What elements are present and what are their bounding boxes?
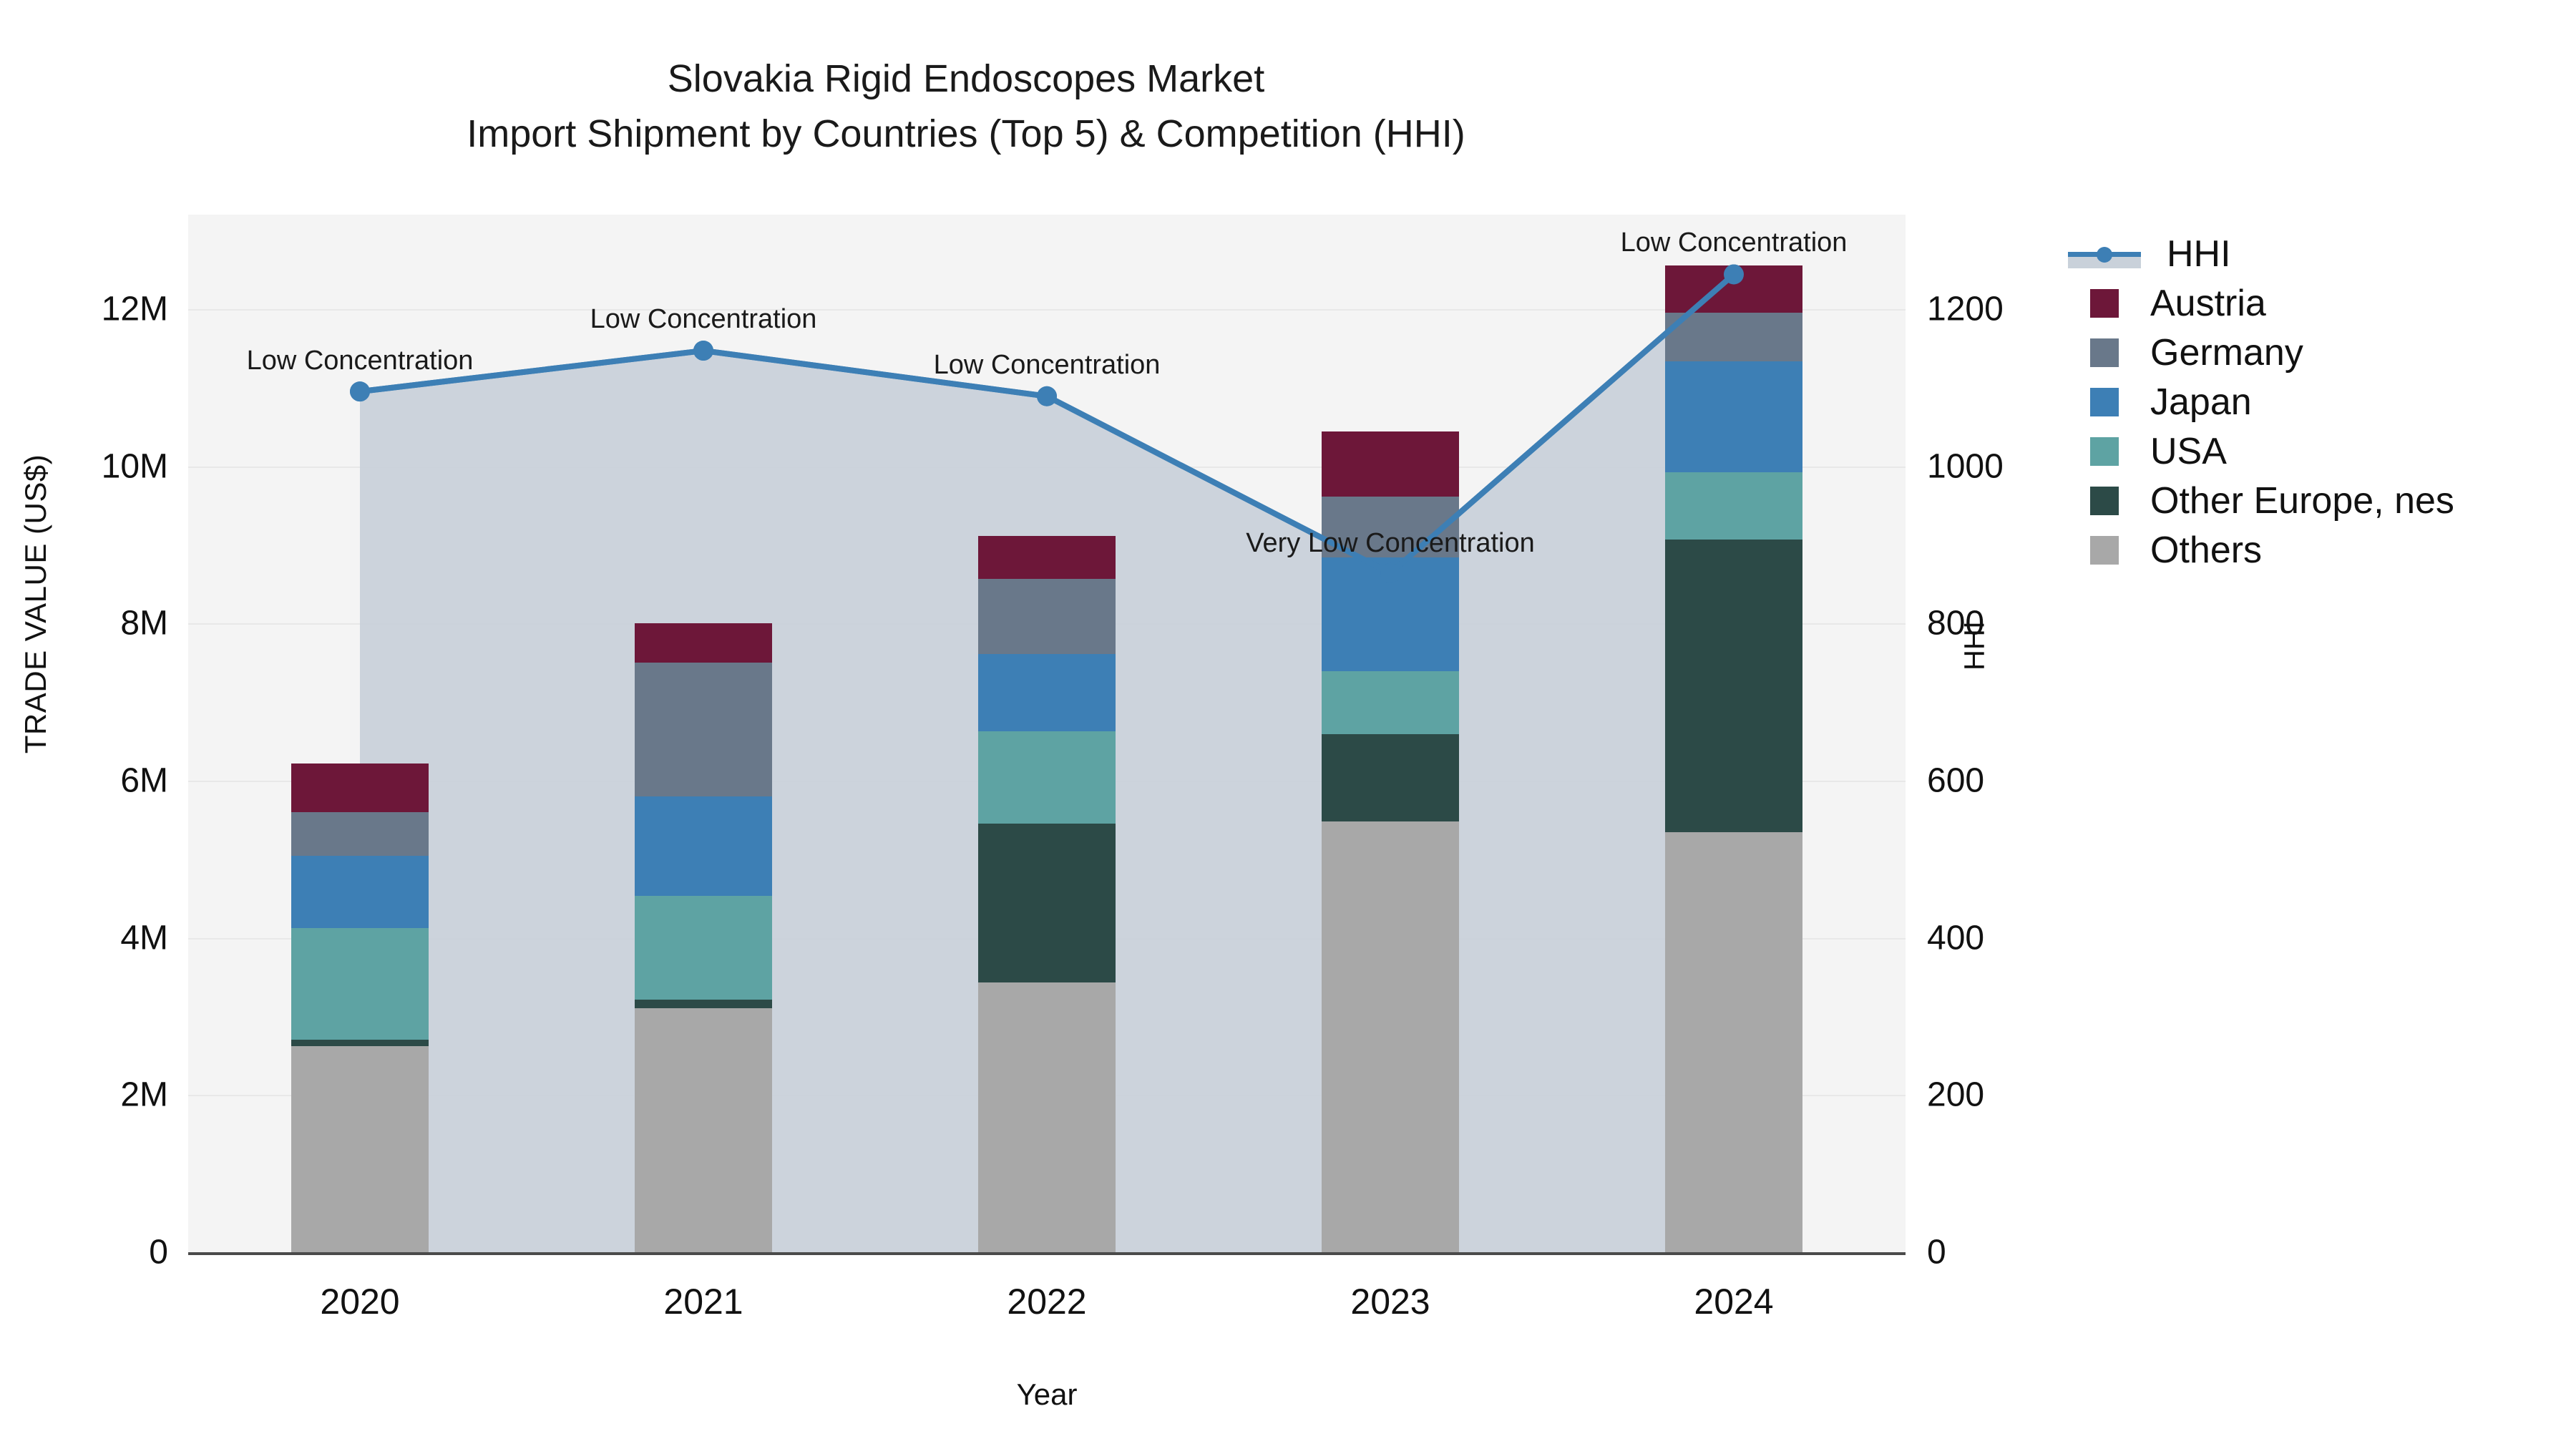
x-tick-2022: 2022 [1007, 1282, 1087, 1322]
bar-segment-other-europe-nes[interactable] [1665, 539, 1802, 833]
x-tick-2024: 2024 [1694, 1282, 1774, 1322]
bar-segment-japan[interactable] [1322, 557, 1459, 672]
bar-segment-others[interactable] [1322, 821, 1459, 1252]
legend-swatch-icon [2090, 486, 2119, 515]
legend-item-japan[interactable]: Japan [2068, 377, 2569, 426]
bar-segment-others[interactable] [635, 1008, 772, 1252]
y-axis-label-left: TRADE VALUE (US$) [19, 454, 52, 754]
bar-segment-germany[interactable] [291, 811, 429, 857]
bar-segment-others[interactable] [1665, 832, 1802, 1252]
y-axis-label-right: HHI [1958, 621, 1991, 670]
legend-swatch-icon [2090, 338, 2119, 367]
bar-segment-austria[interactable] [978, 536, 1116, 579]
bar-segment-other-europe-nes[interactable] [1322, 734, 1459, 822]
bar-segment-austria[interactable] [1322, 431, 1459, 497]
bar-segment-usa[interactable] [291, 928, 429, 1040]
x-axis-line [188, 1252, 1906, 1255]
bar-segment-usa[interactable] [978, 731, 1116, 824]
legend-label: Other Europe, nes [2150, 479, 2454, 522]
legend-swatch-icon [2090, 387, 2119, 416]
x-tick-2020: 2020 [320, 1282, 400, 1322]
legend-item-austria[interactable]: Austria [2068, 278, 2569, 328]
bar-segment-japan[interactable] [635, 796, 772, 897]
legend-item-usa[interactable]: USA [2068, 426, 2569, 476]
annotation-2024: Low Concentration [1620, 228, 1848, 258]
bar-segment-other-europe-nes[interactable] [291, 1040, 429, 1047]
y-tick-right: 800 [1927, 604, 1985, 643]
bar-segment-usa[interactable] [635, 896, 772, 1000]
legend-swatch-icon [2090, 436, 2119, 466]
chart-title: Slovakia Rigid Endoscopes Market Import … [0, 52, 1932, 161]
y-tick-left: 4M [120, 919, 168, 957]
y-tick-right: 0 [1927, 1233, 1946, 1272]
bar-segment-germany[interactable] [1665, 313, 1802, 362]
legend-label: Others [2150, 529, 2263, 571]
bar-segment-japan[interactable] [1665, 361, 1802, 473]
y-tick-right: 400 [1927, 919, 1985, 957]
y-tick-left: 6M [120, 761, 168, 800]
annotation-2022: Low Concentration [933, 350, 1161, 380]
bar-2024[interactable] [1665, 215, 1802, 1252]
legend-line-icon [2068, 240, 2141, 268]
x-tick-2021: 2021 [663, 1282, 743, 1322]
legend-item-others[interactable]: Others [2068, 525, 2569, 575]
legend-item-germany[interactable]: Germany [2068, 328, 2569, 377]
x-tick-2023: 2023 [1350, 1282, 1430, 1322]
y-tick-right: 1200 [1927, 290, 2004, 328]
legend-swatch-icon [2090, 288, 2119, 318]
bar-segment-austria[interactable] [1665, 265, 1802, 313]
annotation-2021: Low Concentration [590, 304, 817, 334]
y-tick-left: 0 [149, 1233, 168, 1272]
y-tick-right: 1000 [1927, 447, 2004, 485]
bar-segment-usa[interactable] [1322, 671, 1459, 735]
bar-segment-japan[interactable] [978, 654, 1116, 731]
legend-swatch-icon [2090, 535, 2119, 565]
y-tick-left: 10M [101, 447, 168, 485]
bar-segment-germany[interactable] [635, 663, 772, 796]
bar-segment-austria[interactable] [291, 763, 429, 812]
y-tick-left: 2M [120, 1075, 168, 1114]
x-axis-label: Year [1016, 1377, 1078, 1411]
annotation-2020: Low Concentration [246, 346, 474, 376]
legend-label: HHI [2167, 233, 2231, 275]
chart-title-line2: Import Shipment by Countries (Top 5) & C… [467, 112, 1465, 155]
bar-segment-others[interactable] [978, 982, 1116, 1252]
bar-segment-japan[interactable] [291, 856, 429, 929]
legend-label: Austria [2150, 282, 2266, 324]
bar-segment-other-europe-nes[interactable] [635, 1000, 772, 1009]
legend-label: Germany [2150, 331, 2303, 374]
chart-legend: HHI Austria Germany Japan USA Other Europe, n… [2068, 229, 2569, 575]
bar-segment-others[interactable] [291, 1046, 429, 1252]
bar-segment-austria[interactable] [635, 623, 772, 663]
bar-segment-usa[interactable] [1665, 472, 1802, 540]
y-tick-left: 8M [120, 604, 168, 643]
bar-2020[interactable] [291, 215, 429, 1252]
chart-title-line1: Slovakia Rigid Endoscopes Market [667, 57, 1265, 100]
bar-2023[interactable] [1322, 215, 1459, 1252]
legend-item-hhi[interactable]: HHI [2068, 229, 2569, 278]
legend-label: USA [2150, 430, 2227, 472]
annotation-2023: Very Low Concentration [1246, 528, 1535, 558]
y-tick-left: 12M [101, 290, 168, 328]
bar-2022[interactable] [978, 215, 1116, 1252]
legend-item-other-europe-nes[interactable]: Other Europe, nes [2068, 476, 2569, 525]
legend-label: Japan [2150, 381, 2252, 423]
y-tick-right: 200 [1927, 1075, 1985, 1114]
bar-segment-germany[interactable] [978, 578, 1116, 655]
bar-segment-other-europe-nes[interactable] [978, 824, 1116, 983]
y-tick-right: 600 [1927, 761, 1985, 800]
bar-2021[interactable] [635, 215, 772, 1252]
